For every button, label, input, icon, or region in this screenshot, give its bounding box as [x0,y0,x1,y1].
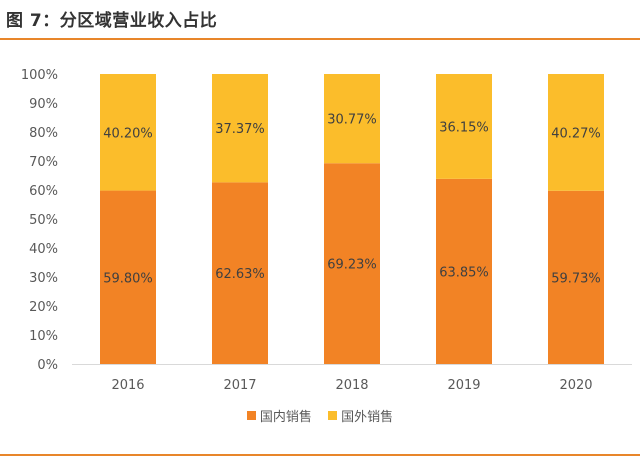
data-label-domestic-2020: 59.73% [551,271,601,286]
bar-overseas-2018 [324,74,380,164]
y-tick-label: 50% [29,213,58,228]
x-tick-label: 2016 [111,378,144,393]
stacked-bar-chart: 0% 10% 20% 30% 40% 50% 60% 70% 80% 90% 100% 59.80%… [21,68,632,393]
y-tick-label: 90% [29,97,58,112]
legend-item-domestic: 国内销售 [246,406,312,425]
x-tick-label: 2019 [447,378,480,393]
data-label-overseas-2016: 40.20% [103,126,153,141]
data-label-domestic-2018: 69.23% [327,258,377,273]
bars: 59.80% 40.20% 62.63% 37.37% 69.23% 30.77% 63.8… [100,74,604,364]
y-tick-label: 100% [21,68,58,83]
legend-label-domestic: 国内销售 [259,410,312,425]
y-tick-label: 80% [29,126,58,141]
x-tick-label: 2017 [223,378,256,393]
y-tick-label: 20% [29,300,58,315]
y-axis-labels: 0% 10% 20% 30% 40% 50% 60% 70% 80% 90% 100% [21,68,58,373]
legend: 国内销售 国外销售 [0,406,640,425]
legend-label-overseas: 国外销售 [341,410,394,425]
x-tick-label: 2020 [559,378,592,393]
data-label-domestic-2019: 63.85% [439,265,489,280]
bar-overseas-2019 [436,74,492,179]
bar-domestic-2016 [100,190,156,364]
title-underline [0,38,640,40]
bar-overseas-2020 [548,74,604,191]
x-axis-labels: 2016 2017 2018 2019 2020 [111,378,592,393]
x-tick-label: 2018 [335,378,368,393]
bar-domestic-2019 [436,178,492,364]
y-tick-label: 0% [37,358,58,373]
bar-overseas-2016 [100,74,156,191]
bottom-rule [0,454,640,456]
data-label-domestic-2016: 59.80% [103,271,153,286]
bar-domestic-2020 [548,190,604,364]
bar-overseas-2017 [212,74,268,183]
data-label-domestic-2017: 62.63% [215,267,265,282]
data-label-overseas-2019: 36.15% [439,120,489,135]
y-tick-label: 30% [29,271,58,286]
data-label-overseas-2018: 30.77% [327,113,377,128]
y-tick-label: 70% [29,155,58,170]
data-label-overseas-2017: 37.37% [215,122,265,137]
bar-domestic-2017 [212,182,268,364]
y-tick-label: 40% [29,242,58,257]
data-label-overseas-2020: 40.27% [551,126,601,141]
legend-item-overseas: 国外销售 [328,406,393,425]
chart-title: 图 7：分区域营业收入占比 [6,11,218,31]
bar-domestic-2018 [324,163,380,364]
legend-swatch-domestic [246,411,256,420]
y-tick-label: 60% [29,184,58,199]
legend-swatch-overseas [328,411,338,420]
y-tick-label: 10% [29,329,58,344]
